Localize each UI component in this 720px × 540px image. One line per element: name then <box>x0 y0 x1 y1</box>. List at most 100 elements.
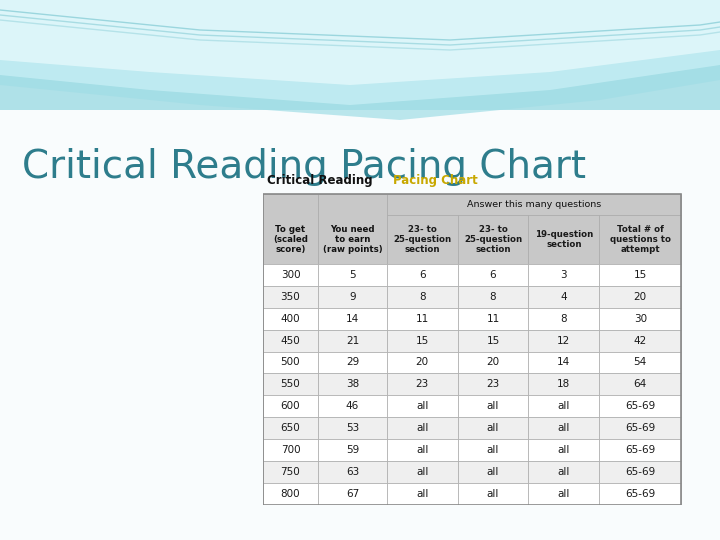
Bar <box>387 395 458 417</box>
Text: 64: 64 <box>634 380 647 389</box>
Bar <box>458 461 528 483</box>
Text: 6: 6 <box>419 270 426 280</box>
Text: all: all <box>416 467 428 477</box>
Text: You need
to earn
(raw points): You need to earn (raw points) <box>323 225 382 254</box>
Text: 59: 59 <box>346 445 359 455</box>
Text: 20: 20 <box>415 357 429 367</box>
Bar <box>318 329 387 352</box>
Text: 15: 15 <box>415 335 429 346</box>
Text: 21: 21 <box>346 335 359 346</box>
Text: 30: 30 <box>634 314 647 323</box>
Text: 8: 8 <box>561 314 567 323</box>
Bar <box>458 308 528 329</box>
Bar <box>458 264 528 286</box>
Bar <box>318 483 387 505</box>
Text: 20: 20 <box>634 292 647 302</box>
Text: 23- to
25-question
section: 23- to 25-question section <box>393 225 451 254</box>
Bar <box>599 483 681 505</box>
Text: 65-69: 65-69 <box>625 489 655 499</box>
Bar <box>387 308 458 329</box>
Bar <box>318 193 387 264</box>
Text: Pacing Chart: Pacing Chart <box>393 174 478 187</box>
Bar <box>528 264 599 286</box>
Bar <box>318 417 387 439</box>
Text: 15: 15 <box>487 335 500 346</box>
Bar <box>528 439 599 461</box>
Text: 6: 6 <box>490 270 496 280</box>
Bar <box>318 374 387 395</box>
Bar <box>458 483 528 505</box>
Text: 23: 23 <box>415 380 429 389</box>
Bar <box>528 483 599 505</box>
Text: 23: 23 <box>487 380 500 389</box>
Text: 42: 42 <box>634 335 647 346</box>
Bar <box>318 352 387 374</box>
Text: Answer this many questions: Answer this many questions <box>467 200 601 209</box>
Bar <box>458 417 528 439</box>
Text: 46: 46 <box>346 401 359 411</box>
Text: Critical Reading Pacing Chart: Critical Reading Pacing Chart <box>22 148 586 186</box>
Polygon shape <box>0 0 720 110</box>
Text: all: all <box>558 401 570 411</box>
Bar <box>387 329 458 352</box>
Bar <box>599 374 681 395</box>
Text: 8: 8 <box>490 292 496 302</box>
Bar <box>387 264 458 286</box>
Text: 800: 800 <box>281 489 300 499</box>
Text: all: all <box>558 467 570 477</box>
Text: 550: 550 <box>281 380 300 389</box>
Text: 650: 650 <box>281 423 300 433</box>
Bar <box>528 395 599 417</box>
Bar <box>387 483 458 505</box>
Bar <box>528 329 599 352</box>
Bar <box>599 352 681 374</box>
Bar <box>458 395 528 417</box>
Text: 5: 5 <box>349 270 356 280</box>
Bar <box>599 439 681 461</box>
Bar <box>458 329 528 352</box>
Bar <box>263 417 318 439</box>
Bar <box>387 374 458 395</box>
Bar <box>599 461 681 483</box>
Text: all: all <box>487 423 499 433</box>
Bar <box>318 439 387 461</box>
Text: 63: 63 <box>346 467 359 477</box>
Bar <box>263 483 318 505</box>
Text: 11: 11 <box>487 314 500 323</box>
Bar <box>387 461 458 483</box>
Text: 19-question
section: 19-question section <box>535 230 593 249</box>
Bar <box>599 215 681 264</box>
Text: 4: 4 <box>561 292 567 302</box>
Text: 14: 14 <box>557 357 570 367</box>
Bar <box>599 286 681 308</box>
Text: 8: 8 <box>419 292 426 302</box>
Text: To get
(scaled
score): To get (scaled score) <box>273 225 308 254</box>
Text: all: all <box>416 423 428 433</box>
Text: 300: 300 <box>281 270 300 280</box>
Bar <box>263 395 318 417</box>
Bar <box>528 461 599 483</box>
Bar <box>528 215 599 264</box>
Text: all: all <box>558 489 570 499</box>
Text: all: all <box>487 401 499 411</box>
Bar <box>263 286 318 308</box>
Text: 750: 750 <box>281 467 300 477</box>
Polygon shape <box>0 0 720 85</box>
Bar <box>599 308 681 329</box>
Bar <box>599 395 681 417</box>
Text: all: all <box>487 489 499 499</box>
Text: 700: 700 <box>281 445 300 455</box>
Bar <box>528 417 599 439</box>
Text: Critical Reading: Critical Reading <box>267 174 377 187</box>
Bar <box>458 286 528 308</box>
Bar <box>263 193 318 264</box>
Bar <box>263 264 318 286</box>
Bar <box>387 439 458 461</box>
Bar <box>458 374 528 395</box>
Text: all: all <box>487 445 499 455</box>
Text: 12: 12 <box>557 335 570 346</box>
Bar <box>263 374 318 395</box>
Text: all: all <box>416 401 428 411</box>
Bar <box>387 286 458 308</box>
Text: 11: 11 <box>415 314 429 323</box>
